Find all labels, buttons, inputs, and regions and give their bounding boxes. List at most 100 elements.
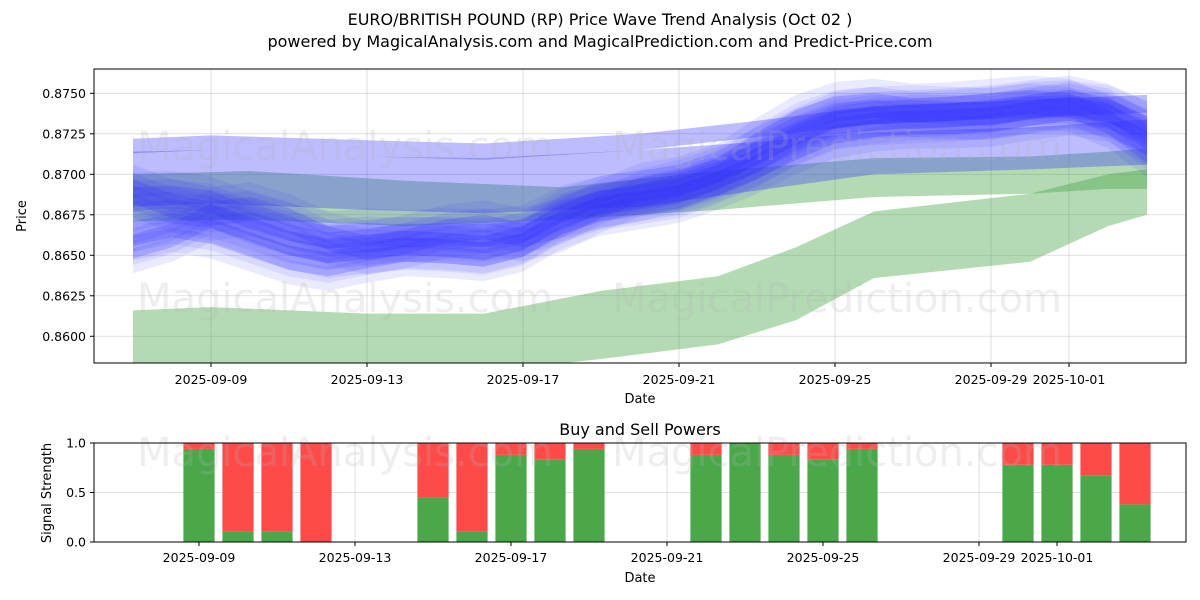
sell-power-bar [183, 443, 215, 449]
signal-y-axis-label: Signal Strength [40, 443, 55, 543]
blue-wave-band [133, 83, 1147, 257]
sell-power-bar [1041, 443, 1073, 465]
blue-wave-band [133, 103, 1147, 283]
sell-power-bar [690, 443, 722, 455]
watermark-magicalprediction: MagicalPrediction.com [612, 276, 1062, 322]
price-x-tick-label: 2025-09-21 [643, 372, 716, 387]
buy-power-bar [1002, 464, 1034, 542]
buy-power-bar [690, 454, 722, 542]
signal-x-tick-label: 2025-10-01 [1021, 550, 1094, 565]
sell-power-bar [495, 443, 527, 455]
sell-power-bar [261, 443, 293, 532]
signal-x-axis-label: Date [624, 571, 655, 586]
blue-channel-band [133, 119, 1147, 214]
green-bands [133, 148, 1147, 363]
price-x-tick-label: 2025-09-09 [175, 372, 248, 387]
signal-x-ticks: 2025-09-09 2025-09-13 2025-09-17 2025-09-21… [163, 542, 1094, 565]
watermark-magicalanalysis: MagicalAnalysis.com [137, 430, 553, 476]
signal-y-tick-label: 0.5 [66, 485, 86, 500]
chart-title: EURO/BRITISH POUND (RP) Price Wave Trend… [348, 10, 853, 29]
blue-channel-band [133, 94, 1147, 160]
price-axes: MagicalAnalysis.com MagicalPrediction.co… [15, 68, 1187, 407]
price-x-tick-label: 2025-09-25 [799, 372, 872, 387]
blue-wave-band [133, 88, 1147, 243]
price-x-axis-label: Date [624, 392, 655, 407]
buy-power-bar [846, 448, 878, 542]
sell-power-bar [534, 443, 566, 460]
watermark-magicalanalysis: MagicalAnalysis.com [137, 276, 553, 322]
sell-power-bar [1080, 443, 1112, 476]
sell-power-bar [768, 443, 800, 455]
buy-power-bar [573, 448, 605, 542]
sell-power-bar [1002, 443, 1034, 465]
blue-wave-band [133, 111, 1147, 291]
buy-power-bar [456, 531, 488, 542]
blue-wave-band [133, 75, 1147, 249]
price-x-tick-label: 2025-09-13 [331, 372, 404, 387]
price-y-tick-label: 0.8700 [42, 167, 86, 182]
buy-power-bar [534, 459, 566, 542]
price-y-axis-label: Price [15, 200, 30, 232]
blue-wave-bands [133, 75, 1147, 291]
price-watermarks: MagicalAnalysis.com MagicalPrediction.co… [137, 124, 1062, 322]
price-y-tick-label: 0.8625 [42, 288, 86, 303]
price-y-ticks: 0.8600 0.8625 0.8650 0.8675 0.8700 0.8725 0.87… [42, 86, 94, 344]
buy-power-bar [261, 531, 293, 542]
blue-wave-band [133, 96, 1147, 270]
chart-subtitle: powered by MagicalAnalysis.com and Magic… [267, 32, 932, 51]
sell-power-bar [1119, 443, 1151, 505]
sell-power-bar [846, 443, 878, 449]
buy-power-bar [1119, 504, 1151, 542]
signal-x-tick-label: 2025-09-25 [787, 550, 860, 565]
green-band [133, 169, 1147, 363]
buy-power-bar [729, 443, 761, 542]
watermark-magicalprediction: MagicalPrediction.com [612, 124, 1062, 170]
signal-y-tick-label: 1.0 [66, 436, 86, 451]
blue-wave-band [133, 75, 1147, 246]
blue-wave-band [133, 90, 1147, 264]
blue-wave-band [133, 90, 1147, 261]
sell-power-bar [456, 443, 488, 532]
blue-wave-band [133, 101, 1147, 256]
signal-y-tick-label: 0.0 [66, 535, 86, 550]
price-y-tick-label: 0.8750 [42, 86, 86, 101]
buy-power-bar [807, 459, 839, 542]
watermark-magicalprediction: MagicalPrediction.com [612, 430, 1062, 476]
buy-power-bar [222, 531, 254, 542]
price-x-tick-label: 2025-10-01 [1033, 372, 1106, 387]
blue-wave-band [133, 96, 1147, 277]
buy-sell-bars [183, 443, 1151, 542]
blue-wave-band [133, 104, 1147, 275]
sell-power-bar [573, 443, 605, 449]
buy-power-bar [1080, 475, 1112, 542]
blue-wave-band [133, 109, 1147, 264]
sell-power-bar [807, 443, 839, 460]
blue-wave-band [133, 90, 1147, 270]
price-y-tick-label: 0.8675 [42, 207, 86, 222]
sell-power-bar [222, 443, 254, 532]
blue-wave-band [133, 83, 1147, 254]
buy-power-bar [768, 454, 800, 542]
price-y-tick-label: 0.8725 [42, 126, 86, 141]
signal-chart-title: Buy and Sell Powers [559, 420, 721, 439]
buy-power-bar [495, 454, 527, 542]
signal-y-ticks: 0.0 0.5 1.0 [66, 436, 94, 550]
signal-x-tick-label: 2025-09-09 [163, 550, 236, 565]
green-band [133, 148, 1147, 227]
blue-wave-band [133, 80, 1147, 235]
blue-wave-band [133, 96, 1147, 267]
price-y-tick-label: 0.8600 [42, 329, 86, 344]
buy-power-bar [417, 497, 449, 542]
sell-power-bar [300, 443, 332, 542]
price-x-tick-label: 2025-09-17 [487, 372, 560, 387]
price-x-ticks: 2025-09-09 2025-09-13 2025-09-17 2025-09-21… [175, 363, 1106, 387]
signal-x-tick-label: 2025-09-13 [319, 550, 392, 565]
price-gridlines [94, 69, 1186, 363]
signal-x-tick-label: 2025-09-29 [943, 550, 1016, 565]
signal-axes: Buy and Sell Powers MagicalAnalysis.com … [40, 420, 1187, 586]
price-x-tick-label: 2025-09-29 [955, 372, 1028, 387]
price-y-tick-label: 0.8650 [42, 248, 86, 263]
sell-power-bar [417, 443, 449, 498]
blue-wave-band [133, 94, 1147, 249]
